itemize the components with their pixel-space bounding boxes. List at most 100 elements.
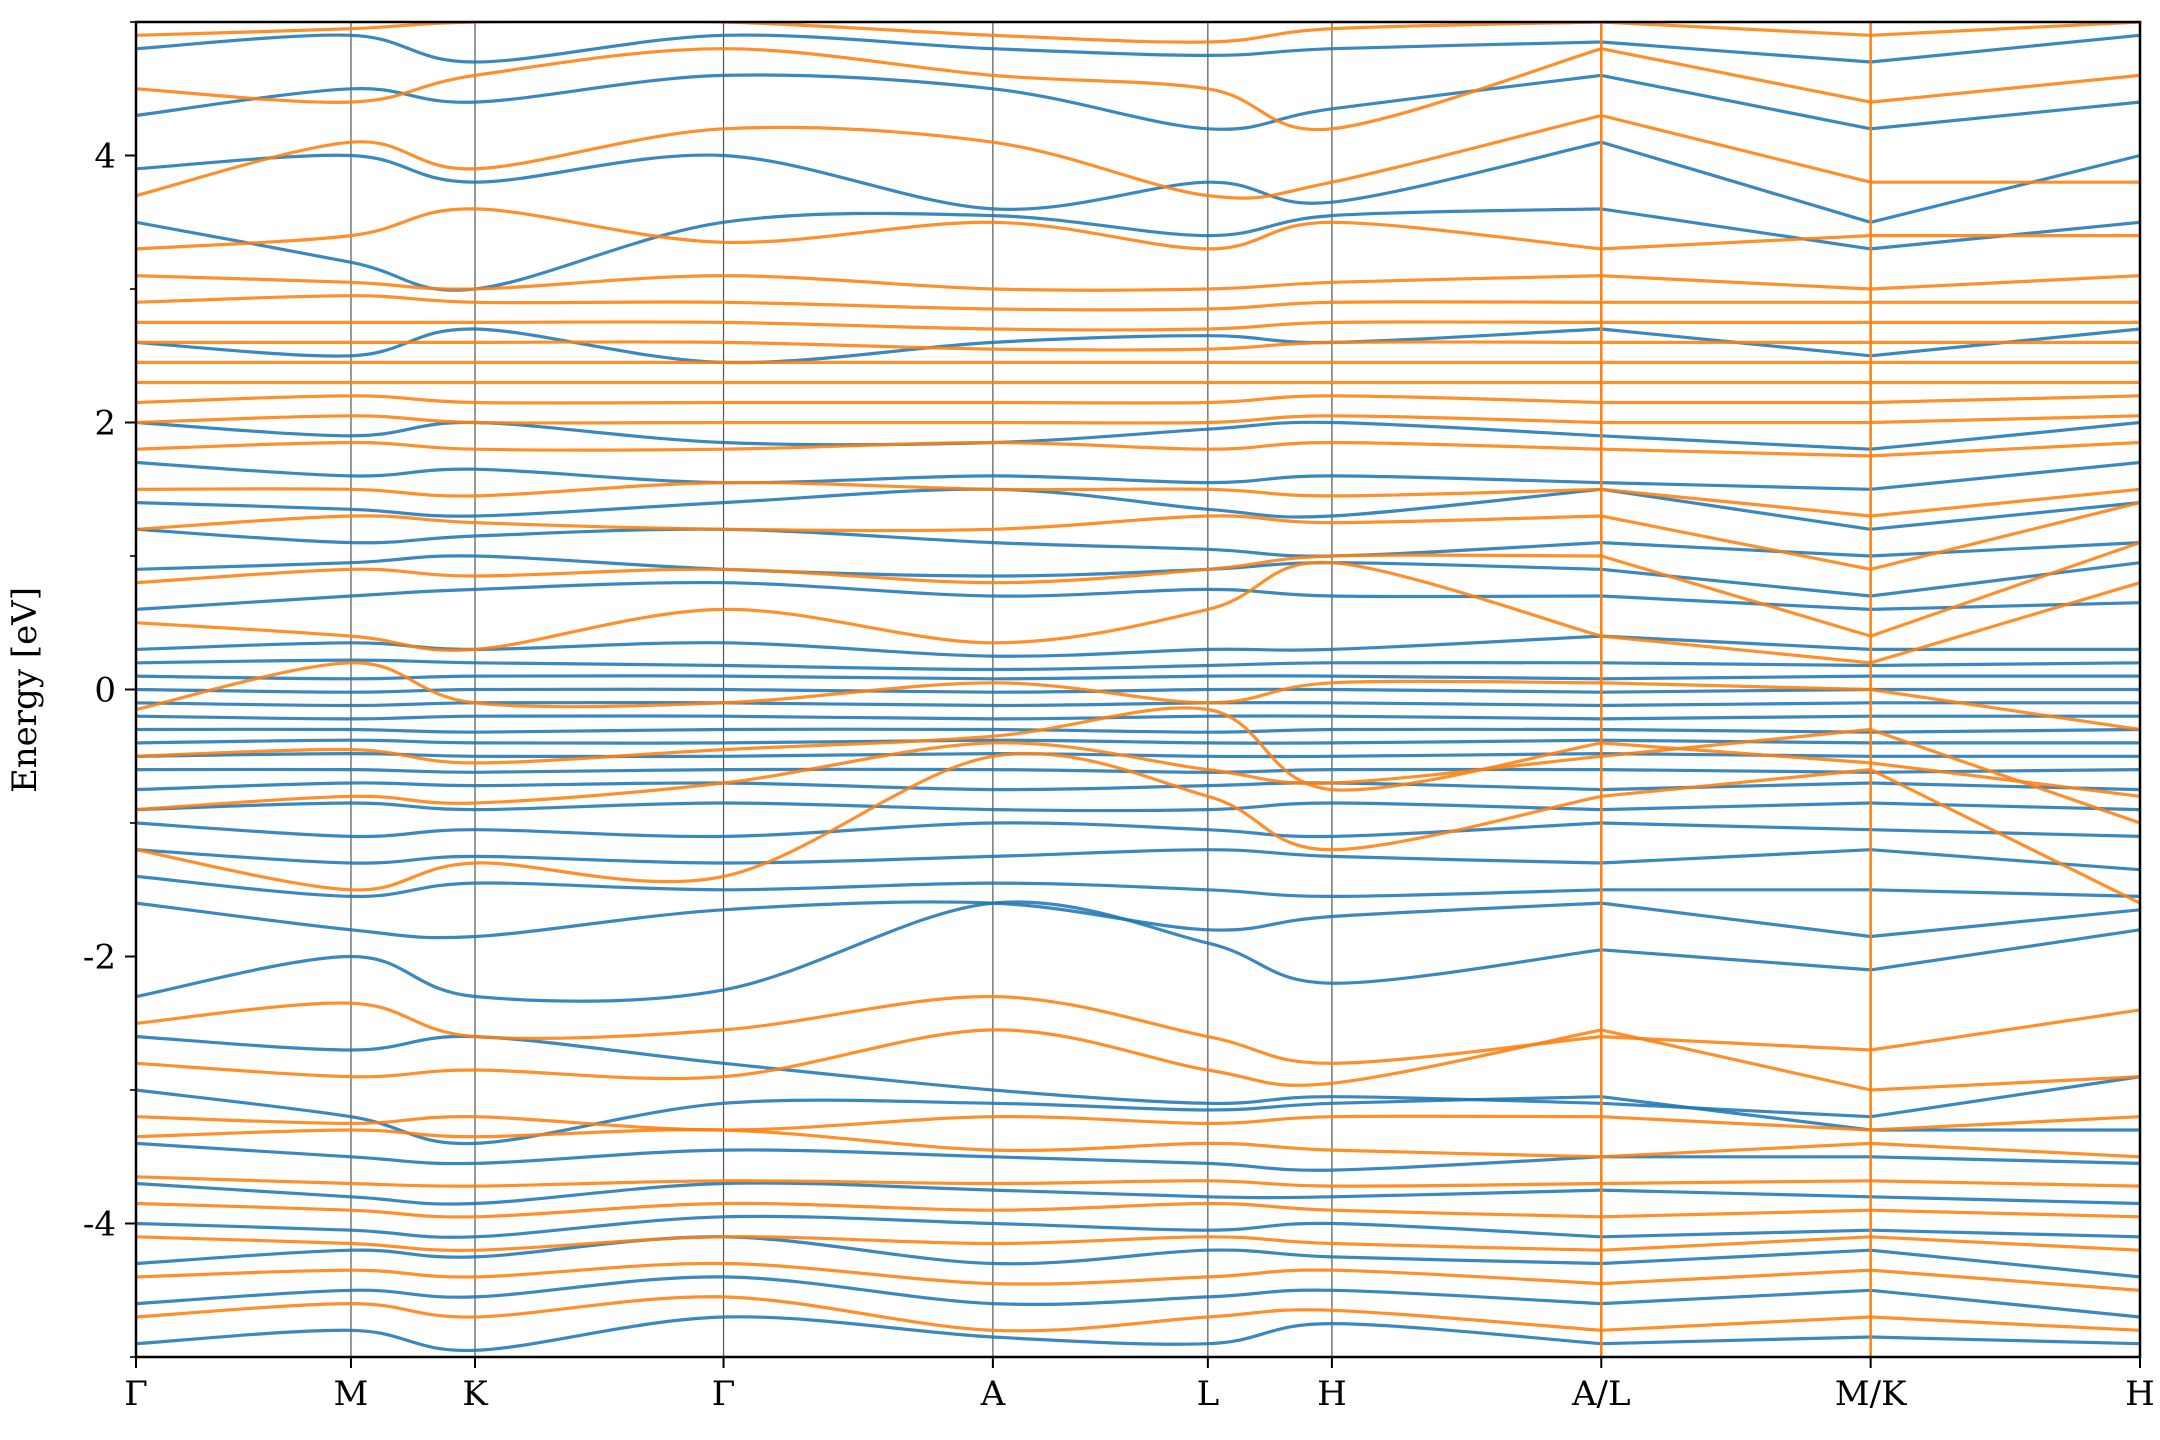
band-line — [136, 767, 1602, 774]
band-line — [1601, 1188, 1871, 1199]
band-line — [136, 580, 1602, 611]
band-line — [1870, 100, 2140, 131]
band-line — [1601, 40, 1871, 64]
band-line — [1601, 768, 1871, 798]
band-line — [136, 1028, 1602, 1087]
band-line — [136, 821, 1602, 839]
band-line — [136, 113, 1602, 200]
band-line — [1601, 541, 1871, 558]
band-line — [136, 900, 1602, 940]
band-line — [1601, 674, 1871, 681]
band-line — [1601, 274, 1871, 291]
x-tick-label: Γ — [712, 1374, 736, 1414]
band-line — [1870, 1235, 2140, 1252]
band-line — [1600, 514, 1871, 571]
band-line — [136, 674, 1602, 681]
y-tick-label: 4 — [94, 137, 116, 177]
band-line — [1870, 1228, 2140, 1239]
band-line — [136, 414, 1602, 425]
y-axis-ticks: -4 -2 0 2 4 — [83, 21, 136, 1358]
band-line — [136, 1128, 1602, 1159]
band-line — [136, 874, 1602, 899]
band-line — [1870, 487, 2140, 518]
band-line — [136, 751, 1602, 759]
y-tick-label: 0 — [94, 671, 116, 711]
band-line — [1601, 207, 1871, 251]
band-line — [1870, 661, 2140, 668]
band-line — [136, 714, 1602, 721]
band-line — [136, 1201, 1602, 1219]
band-line — [136, 487, 1602, 519]
band-line — [1870, 801, 2140, 812]
band-line — [1870, 394, 2140, 405]
band-line — [1870, 1195, 2140, 1206]
band-line — [1600, 554, 1872, 638]
band-line — [1870, 768, 2140, 774]
band-line — [136, 1141, 1602, 1172]
band-line — [136, 394, 1602, 405]
band-line — [1870, 781, 2140, 792]
band-line — [1870, 501, 2140, 531]
band-line — [1870, 541, 2140, 638]
band-line — [1601, 487, 1871, 518]
band-line — [1601, 1208, 1871, 1219]
band-line — [1870, 541, 2140, 558]
band-line — [1601, 634, 1871, 665]
band-line — [1869, 768, 2140, 905]
band-line — [1870, 687, 2140, 732]
x-tick-label: Γ — [124, 1374, 148, 1414]
band-line — [1601, 234, 1871, 251]
band-line — [1601, 1141, 1871, 1159]
band-line — [1601, 727, 1871, 758]
band-line — [1601, 714, 1871, 721]
band-line — [136, 751, 1602, 892]
band-line — [1600, 47, 1871, 104]
band-line — [1601, 901, 1871, 939]
discontinuity-lines — [1600, 22, 1872, 1357]
band-line — [1870, 928, 2140, 972]
band-line — [1870, 848, 2140, 872]
x-tick-label: H — [2125, 1374, 2155, 1414]
band-line — [1870, 1155, 2140, 1165]
band-line — [1601, 1115, 1871, 1132]
band-line — [136, 33, 1602, 64]
band-line — [136, 1114, 1602, 1132]
band-line — [1870, 1115, 2140, 1132]
band-line — [1601, 447, 1871, 458]
band-line — [136, 706, 1602, 792]
band-line — [136, 320, 1602, 332]
band-line — [1870, 33, 2140, 64]
band-line — [1601, 948, 1871, 972]
y-axis-label: Energy [eV] — [5, 587, 45, 793]
band-line — [136, 994, 1602, 1065]
band-line — [136, 560, 1602, 652]
band-line — [136, 460, 1602, 485]
band-line — [136, 661, 1602, 712]
band-line — [136, 1088, 1602, 1146]
band-line — [136, 294, 1602, 312]
band-line — [136, 514, 1602, 533]
band-line — [1870, 1075, 2140, 1092]
band-line — [1870, 761, 2140, 798]
band-line — [1870, 460, 2140, 491]
band-line — [1870, 828, 2140, 838]
band-line — [1870, 440, 2140, 458]
band-line — [136, 1275, 1602, 1306]
band-line — [1601, 1101, 1871, 1119]
band-line — [1601, 681, 1871, 692]
band-line — [1601, 1268, 1871, 1286]
band-line — [1870, 1288, 2140, 1319]
band-line — [1870, 1208, 2140, 1219]
band-line — [136, 207, 1602, 292]
band-line — [136, 47, 1602, 132]
band-line — [1870, 581, 2140, 665]
band-line — [1870, 274, 2140, 291]
band-line — [136, 274, 1602, 292]
x-tick-label: A/L — [1571, 1374, 1631, 1414]
band-line — [136, 1235, 1602, 1266]
band-line — [1870, 153, 2140, 224]
band-line — [1601, 1179, 1871, 1186]
x-axis-ticks: Γ M K Γ A L H A/L M/K H — [124, 1357, 2155, 1414]
band-line — [1601, 567, 1871, 598]
